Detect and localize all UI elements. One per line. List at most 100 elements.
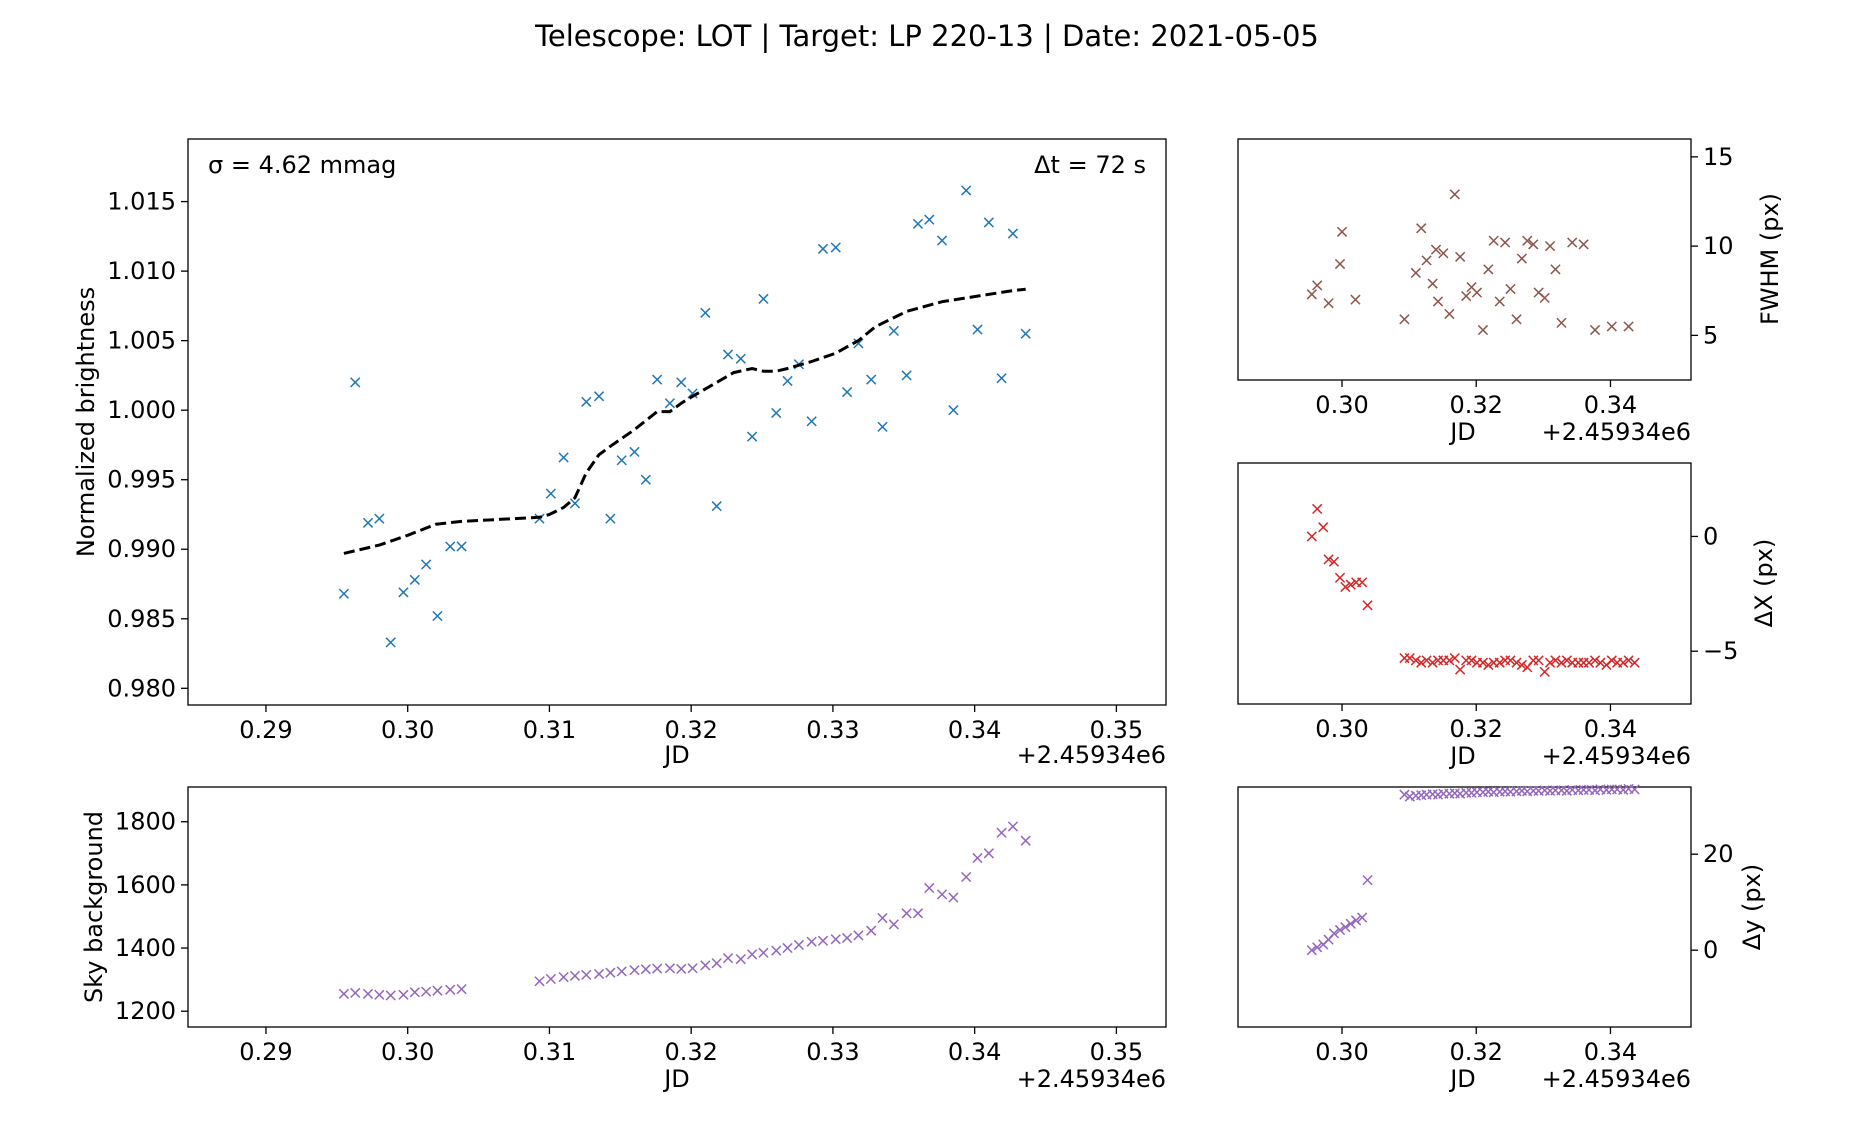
dy-x-offset: +2.45934e6 — [1542, 1065, 1691, 1093]
data-point-marker — [722, 349, 734, 360]
data-point-marker — [1007, 228, 1019, 239]
lightcurve-marks — [338, 185, 1031, 648]
data-point-marker — [1511, 314, 1522, 325]
x-tick-label: 0.30 — [1315, 391, 1368, 419]
data-point-marker — [1323, 298, 1334, 309]
y-tick-label: 1.010 — [107, 257, 176, 285]
data-point-marker — [983, 848, 994, 859]
dx-axes-frame — [1237, 462, 1692, 705]
data-point-marker — [1340, 922, 1351, 933]
dy-ticks: 0.30 0.32 0.34 0 20 — [1315, 840, 1733, 1066]
data-point-marker — [676, 963, 687, 975]
dx-marks — [1306, 503, 1640, 677]
data-point-marker — [581, 969, 592, 981]
data-point-marker — [1618, 657, 1629, 668]
data-point-marker — [972, 852, 983, 864]
data-point-marker — [362, 988, 374, 999]
y-tick-label: 15 — [1703, 143, 1734, 171]
data-point-marker — [616, 966, 627, 977]
data-point-marker — [350, 377, 361, 388]
data-point-marker — [793, 939, 805, 951]
y-tick-label: 1800 — [115, 808, 176, 836]
fwhm-ticks: 0.30 0.32 0.34 5 10 15 — [1315, 143, 1733, 419]
data-point-marker — [1556, 317, 1567, 329]
data-point-marker — [1606, 655, 1617, 666]
data-point-marker — [350, 987, 361, 999]
data-point-marker — [1461, 655, 1472, 666]
data-point-marker — [1421, 255, 1432, 266]
data-point-marker — [569, 970, 581, 981]
data-point-marker — [1410, 267, 1421, 279]
data-point-marker — [722, 953, 734, 964]
lightcurve-axes-frame — [187, 138, 1167, 706]
data-point-marker — [1595, 657, 1606, 668]
data-point-marker — [1544, 657, 1556, 668]
data-point-marker — [1312, 280, 1323, 291]
data-point-marker — [1306, 945, 1317, 956]
data-point-marker — [374, 989, 385, 1000]
data-point-marker — [1606, 321, 1617, 332]
x-tick-label: 0.32 — [1450, 715, 1503, 743]
data-point-marker — [1449, 652, 1460, 664]
data-point-marker — [1312, 942, 1323, 953]
y-tick-label: 0 — [1703, 522, 1718, 550]
y-tick-label: 20 — [1703, 840, 1734, 868]
data-point-marker — [1432, 296, 1444, 307]
data-point-marker — [961, 185, 972, 196]
data-point-marker — [853, 930, 864, 941]
y-tick-label: 5 — [1703, 321, 1718, 349]
data-point-marker — [901, 370, 912, 381]
x-tick-label: 0.35 — [1090, 716, 1143, 744]
data-point-marker — [1312, 503, 1323, 515]
data-point-marker — [1427, 657, 1438, 668]
x-tick-label: 0.31 — [523, 716, 576, 744]
data-point-marker — [1461, 290, 1472, 302]
data-point-marker — [664, 398, 676, 409]
data-point-marker — [888, 325, 899, 337]
data-point-marker — [398, 587, 409, 598]
y-tick-label: 0.980 — [107, 674, 176, 702]
data-point-marker — [1623, 321, 1634, 332]
data-point-marker — [445, 984, 456, 995]
data-point-marker — [996, 827, 1007, 838]
y-tick-label: 0.985 — [107, 605, 176, 633]
panel-sky-background: 0.29 0.30 0.31 0.32 0.33 0.34 0.35 1200 1400 1600… — [80, 786, 1167, 1093]
data-point-marker — [1539, 292, 1550, 304]
data-point-marker — [1583, 657, 1595, 668]
data-point-marker — [456, 541, 467, 552]
data-point-marker — [640, 964, 651, 975]
data-point-marker — [948, 892, 959, 903]
data-point-marker — [398, 989, 409, 1000]
data-point-marker — [1430, 244, 1442, 255]
sky-ticks: 0.29 0.30 0.31 0.32 0.33 0.34 0.35 1200 1400 1600… — [115, 808, 1143, 1066]
y-tick-label: 0 — [1703, 936, 1718, 964]
data-point-marker — [1550, 264, 1561, 275]
data-point-marker — [1461, 787, 1472, 798]
data-point-marker — [1449, 189, 1460, 200]
y-tick-label: 0.995 — [107, 466, 176, 494]
data-point-marker — [629, 446, 640, 458]
x-tick-label: 0.32 — [664, 1038, 717, 1066]
data-point-marker — [841, 386, 853, 398]
data-point-marker — [409, 987, 420, 998]
data-point-marker — [1488, 235, 1499, 246]
data-point-marker — [385, 990, 396, 1001]
data-point-marker — [1362, 600, 1373, 611]
y-tick-label: 0.990 — [107, 535, 176, 563]
data-point-marker — [593, 968, 605, 980]
data-point-marker — [1357, 577, 1368, 588]
data-point-marker — [817, 243, 829, 254]
data-point-marker — [593, 391, 605, 402]
data-point-marker — [1362, 874, 1373, 886]
data-point-marker — [866, 374, 877, 385]
data-point-marker — [1336, 226, 1348, 237]
panel-delta-x: 0.30 0.32 0.34 −5 0 JD +2.45934e6 ΔX (px) — [1237, 462, 1778, 770]
data-point-marker — [1528, 239, 1539, 250]
data-point-marker — [534, 976, 545, 987]
data-point-marker — [652, 374, 663, 385]
data-point-marker — [711, 501, 722, 512]
data-point-marker — [652, 963, 663, 974]
data-point-marker — [1477, 324, 1489, 336]
x-tick-label: 0.34 — [1584, 391, 1637, 419]
